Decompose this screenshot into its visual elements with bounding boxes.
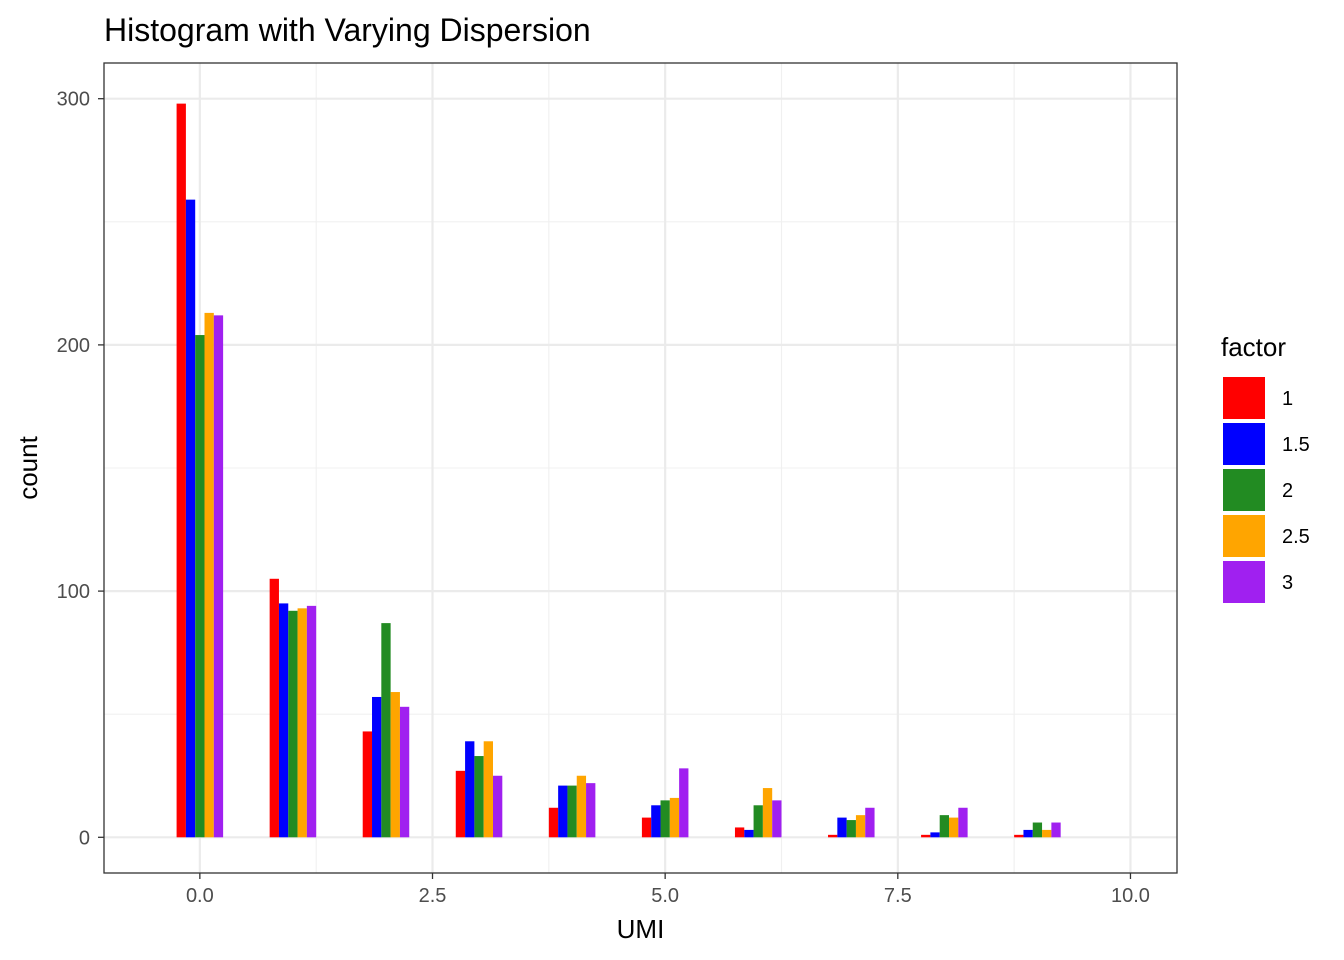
bar-3-6 [772, 800, 782, 838]
y-tick-label: 200 [57, 335, 90, 357]
legend-key-2 [1223, 469, 1265, 511]
y-tick-label: 300 [57, 89, 90, 111]
bar-1-5 [641, 817, 652, 838]
bar-1-1 [269, 578, 279, 838]
bar-1-4 [548, 807, 559, 838]
bar-2.5-0 [204, 312, 214, 838]
bar-3-1 [306, 605, 317, 838]
bar-1.5-5 [651, 805, 661, 838]
legend-label-1.5: 1.5 [1282, 434, 1310, 456]
bar-2.5-5 [669, 797, 680, 838]
bar-2-4 [567, 785, 577, 838]
bar-1.5-7 [837, 817, 847, 838]
bar-1.5-9 [1023, 829, 1033, 838]
bar-2.5-7 [855, 815, 866, 838]
legend-key-3 [1223, 561, 1265, 603]
legend-key-1 [1223, 377, 1265, 419]
y-axis-title: count [13, 435, 43, 499]
bar-3-2 [399, 706, 410, 838]
bar-2-2 [381, 623, 391, 838]
bar-2-7 [846, 820, 856, 838]
legend-title: factor [1221, 332, 1286, 362]
bar-3-4 [586, 783, 596, 838]
bar-2.5-1 [297, 608, 307, 838]
x-tick-label: 0.0 [186, 885, 214, 907]
x-tick-label: 10.0 [1111, 885, 1150, 907]
legend-key-1.5 [1223, 423, 1265, 465]
legend: factor 1 1.5 2 2.5 3 [1221, 332, 1310, 603]
bar-2-0 [195, 335, 205, 838]
bar-2-1 [288, 610, 298, 838]
bar-2.5-2 [390, 692, 400, 838]
bar-1-3 [455, 770, 466, 838]
bar-3-9 [1051, 822, 1061, 838]
plot-area: 0.0 2.5 5.0 7.5 10.0 0 100 200 300 [57, 62, 1178, 907]
bar-2-9 [1032, 822, 1043, 838]
bar-1.5-8 [930, 832, 940, 838]
bar-2.5-9 [1042, 829, 1052, 838]
legend-key-2.5 [1223, 515, 1265, 557]
bar-2.5-8 [949, 817, 959, 838]
bar-3-5 [679, 768, 689, 838]
x-tick-label: 7.5 [884, 885, 912, 907]
panel-border [103, 62, 1178, 874]
bar-3-7 [865, 807, 875, 838]
bar-1.5-2 [372, 696, 382, 838]
bar-1-9 [1014, 834, 1024, 838]
x-axis-title: UMI [617, 914, 665, 944]
bar-2-8 [939, 815, 949, 838]
x-tick-label: 2.5 [419, 885, 447, 907]
bar-1-0 [176, 103, 186, 838]
legend-label-2: 2 [1282, 480, 1293, 502]
x-tick-label: 5.0 [651, 885, 679, 907]
bar-1-6 [734, 827, 745, 838]
bar-1.5-1 [278, 603, 289, 838]
bar-1.5-0 [185, 199, 196, 838]
chart-title: Histogram with Varying Dispersion [104, 12, 591, 48]
bar-2-6 [753, 805, 763, 838]
bar-2.5-4 [576, 775, 587, 838]
bar-1.5-3 [465, 741, 475, 838]
bar-1-8 [921, 834, 931, 838]
legend-label-1: 1 [1282, 388, 1293, 410]
bar-2-3 [474, 756, 484, 838]
y-tick-label: 0 [79, 827, 90, 849]
bar-1.5-4 [558, 785, 568, 838]
bar-3-8 [958, 807, 968, 838]
bar-2.5-6 [762, 788, 773, 838]
legend-label-2.5: 2.5 [1282, 526, 1310, 548]
bar-3-3 [493, 775, 503, 838]
bar-2-5 [660, 800, 670, 838]
y-tick-label: 100 [57, 581, 90, 603]
bar-2.5-3 [483, 741, 493, 838]
bar-1-2 [362, 731, 373, 838]
bar-3-0 [213, 315, 224, 838]
bar-1-7 [828, 834, 838, 838]
bar-1.5-6 [744, 829, 754, 838]
legend-label-3: 3 [1282, 572, 1293, 594]
